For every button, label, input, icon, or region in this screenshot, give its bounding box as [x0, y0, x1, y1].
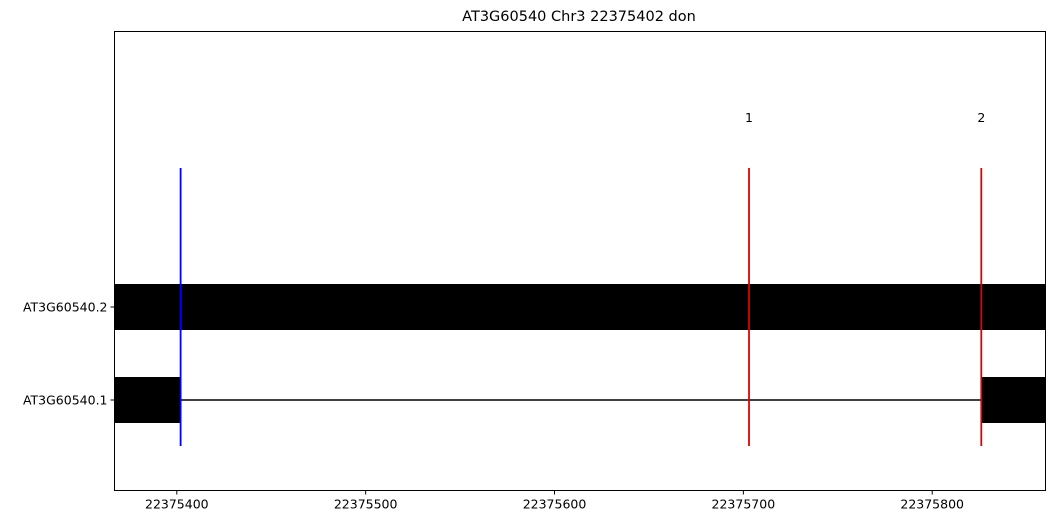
axes: AT3G60540.2 AT3G60540.1 22375400 22375500 22… — [23, 300, 964, 512]
exon-block — [981, 377, 1046, 423]
exon-block — [114, 377, 181, 423]
x-tick-label: 22375600 — [523, 497, 587, 512]
y-tick-label: AT3G60540.1 — [23, 393, 108, 408]
splice-site-label: 2 — [977, 110, 985, 125]
exon-block — [114, 284, 1046, 330]
y-tick-label: AT3G60540.2 — [23, 300, 108, 315]
x-tick-label: 22375700 — [712, 497, 776, 512]
plot-frame — [114, 31, 1046, 491]
x-tick-label: 22375500 — [334, 497, 398, 512]
x-tick-label: 22375800 — [900, 497, 964, 512]
chart-title: AT3G60540 Chr3 22375402 don — [462, 9, 696, 25]
x-tick-label: 22375400 — [145, 497, 209, 512]
splice-site-label: 1 — [745, 110, 753, 125]
